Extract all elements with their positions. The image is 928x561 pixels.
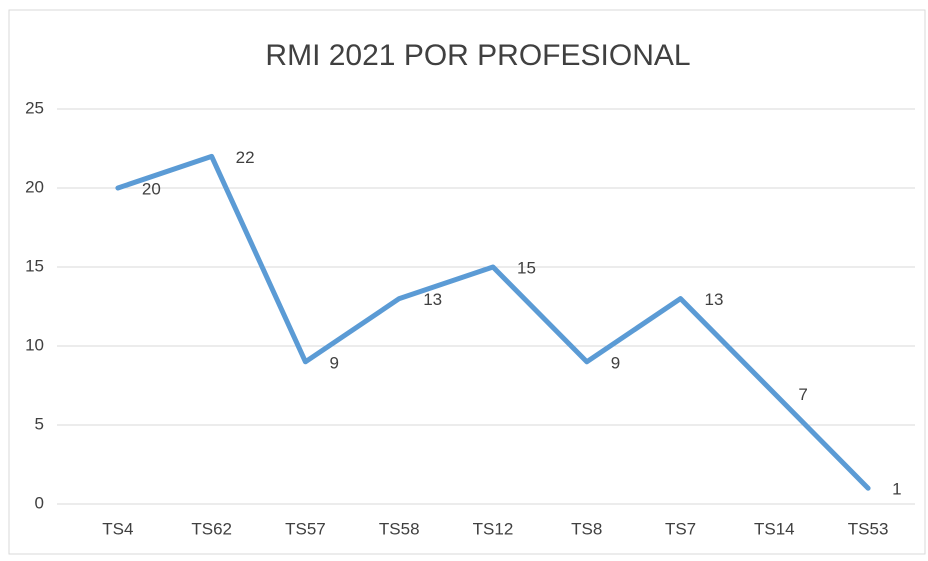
x-tick-label: TS14 xyxy=(754,519,795,538)
data-label: 7 xyxy=(798,385,807,404)
y-tick-label: 15 xyxy=(25,256,44,275)
x-tick-label: TS58 xyxy=(379,519,420,538)
x-tick-label: TS53 xyxy=(848,519,889,538)
y-tick-label: 10 xyxy=(25,335,44,354)
data-label: 13 xyxy=(705,290,724,309)
data-label: 9 xyxy=(329,353,338,372)
y-tick-label: 20 xyxy=(25,177,44,196)
y-tick-label: 5 xyxy=(35,414,44,433)
y-tick-label: 25 xyxy=(25,98,44,117)
chart-border xyxy=(8,9,926,555)
x-tick-label: TS12 xyxy=(473,519,514,538)
data-label: 15 xyxy=(517,258,536,277)
x-tick-label: TS8 xyxy=(571,519,602,538)
x-tick-label: TS57 xyxy=(285,519,326,538)
x-tick-label: TS62 xyxy=(191,519,232,538)
data-label: 9 xyxy=(611,353,620,372)
data-label: 22 xyxy=(236,148,255,167)
x-tick-label: TS4 xyxy=(102,519,133,538)
data-line xyxy=(115,153,871,491)
x-tick-label: TS7 xyxy=(665,519,696,538)
data-label: 1 xyxy=(892,480,901,499)
data-label: 13 xyxy=(423,290,442,309)
y-tick-label: 0 xyxy=(35,493,44,512)
data-label: 20 xyxy=(142,179,161,198)
chart-title: RMI 2021 POR PROFESIONAL xyxy=(265,39,690,72)
